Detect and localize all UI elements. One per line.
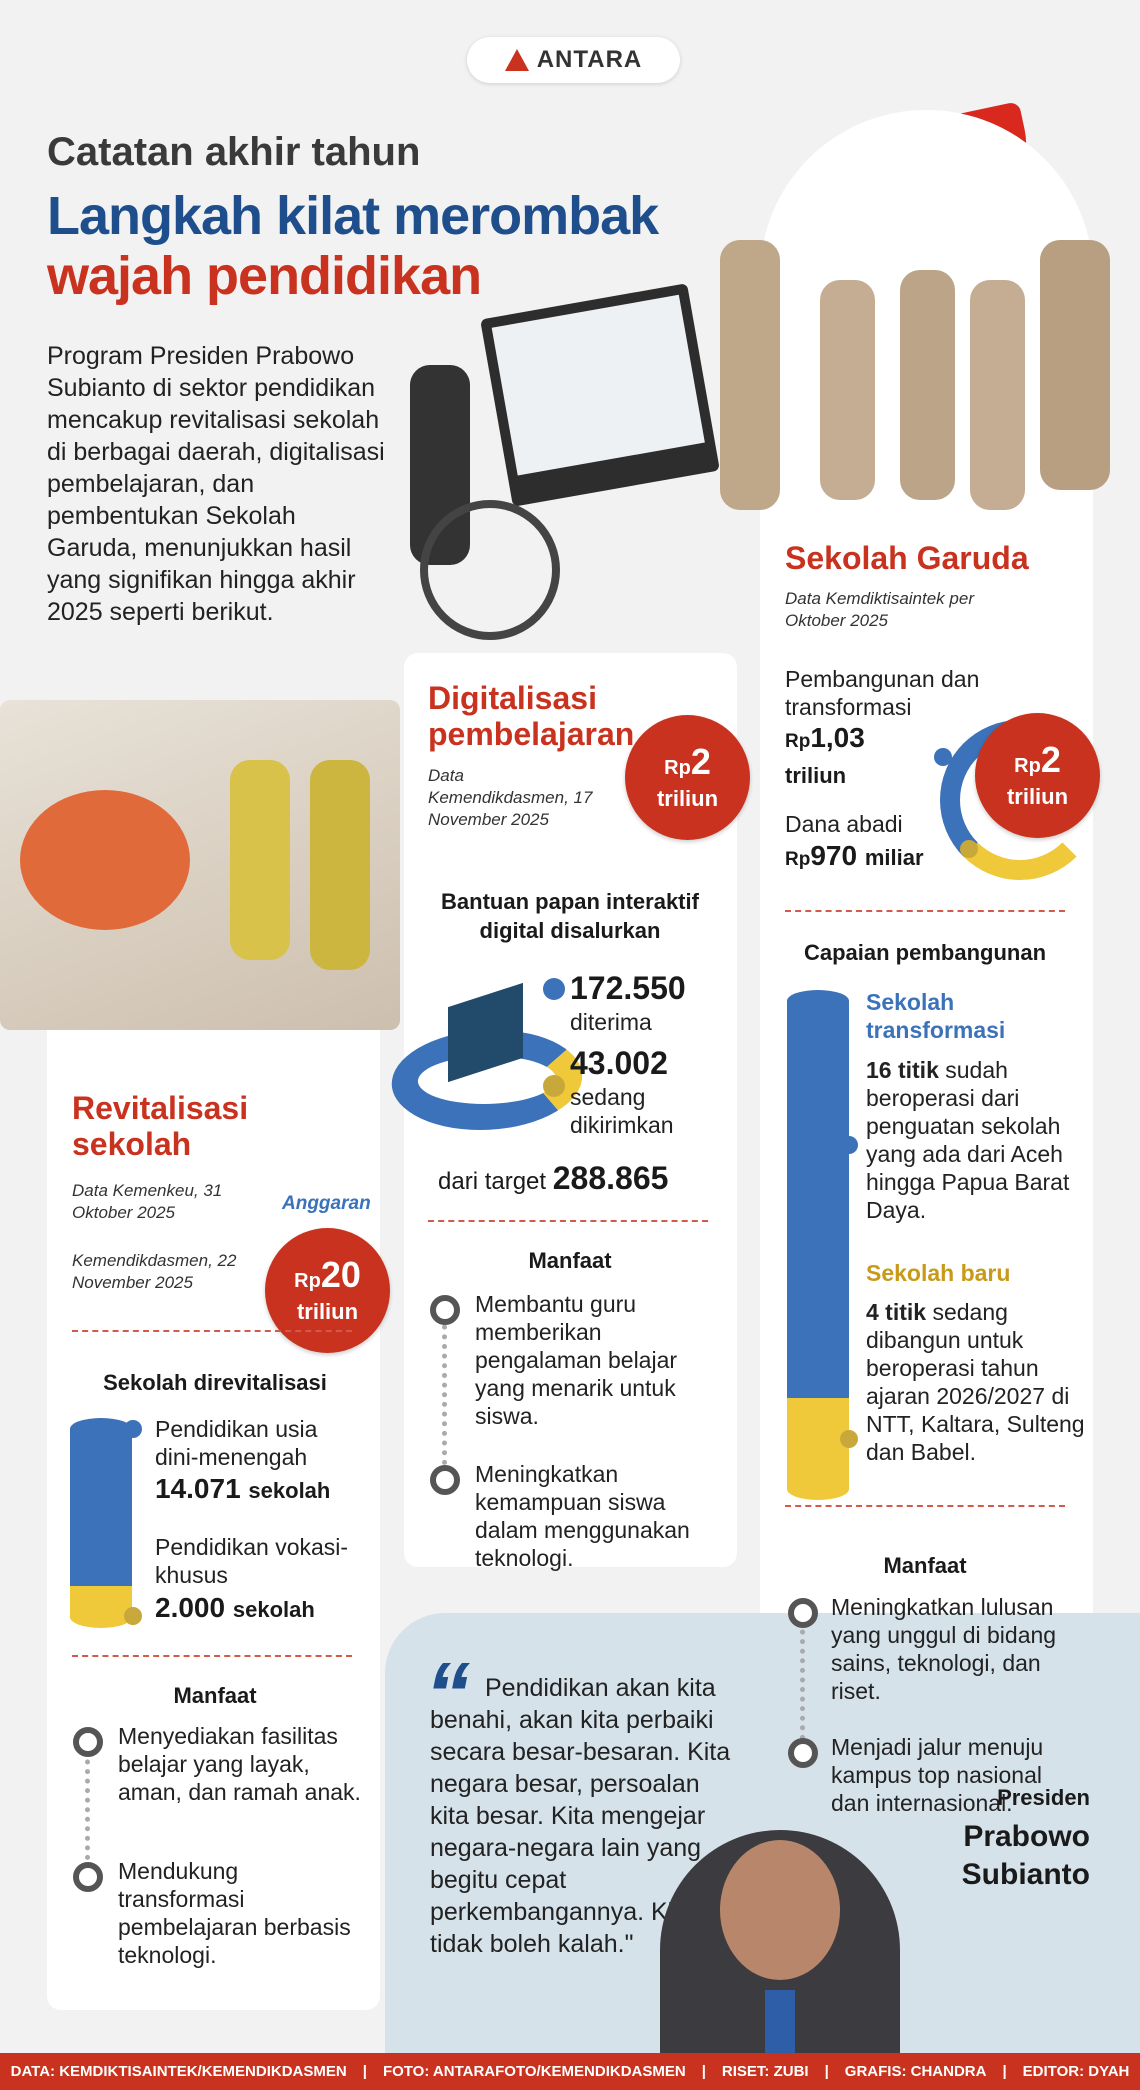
bullet-ring-icon bbox=[788, 1598, 818, 1628]
marker-dot bbox=[840, 1430, 858, 1448]
new-text: 4 titik sedang dibangun untuk beroperasi… bbox=[866, 1299, 1085, 1465]
marker-dot bbox=[124, 1607, 142, 1625]
garuda-benefit-2: Menjadi jalur menuju kampus top nasional… bbox=[831, 1734, 1044, 1816]
cement-mixer-icon bbox=[20, 790, 190, 930]
revitalisasi-budget-badge: Rp20 triliun bbox=[265, 1228, 390, 1353]
antara-logo: ANTARA bbox=[467, 37, 680, 83]
revitalisasi-source-2: Kemendikdasmen, 22 November 2025 bbox=[72, 1251, 237, 1292]
garuda-chart-title: Capaian pembangunan bbox=[803, 940, 1047, 965]
garuda-cylinder-chart bbox=[787, 990, 849, 1500]
revitalisasi-cylinder-chart bbox=[70, 1418, 132, 1628]
bullet-ring-icon bbox=[73, 1862, 103, 1892]
revitalisasi-benefit-title: Manfaat bbox=[173, 1683, 257, 1708]
bullet-ring-icon bbox=[430, 1465, 460, 1495]
fund1-value: Rp1,03 triliun bbox=[785, 722, 865, 788]
fund1-dot bbox=[934, 748, 952, 766]
digitalisasi-budget-badge: Rp2 triliun bbox=[625, 715, 750, 840]
marker-dot bbox=[840, 1136, 858, 1154]
bullet-ring-icon bbox=[73, 1727, 103, 1757]
president-portrait bbox=[660, 1830, 900, 2053]
digitalisasi-benefit-title: Manfaat bbox=[528, 1248, 612, 1273]
digitalisasi-benefit-1: Membantu guru memberikan pengalaman bela… bbox=[475, 1291, 678, 1429]
credits-footer: DATA: KEMDIKTISAINTEK/KEMENDIKDASMEN | FO… bbox=[0, 2053, 1140, 2090]
timeline-line bbox=[442, 1315, 447, 1465]
smartboard-icon bbox=[480, 283, 720, 507]
received-label: diterima bbox=[570, 1009, 652, 1035]
bullet-ring-icon bbox=[788, 1738, 818, 1768]
garuda-benefit-1: Meningkatkan lulusan yang unggul di bida… bbox=[831, 1594, 1057, 1704]
fund2-value: Rp970 miliar bbox=[785, 840, 924, 871]
students-photo bbox=[710, 240, 1140, 530]
smartboard-photo bbox=[410, 270, 720, 650]
revitalisasi-item-2-label: Pendidikan vokasi-khusus bbox=[155, 1534, 349, 1588]
revitalisasi-source-1: Data Kemenkeu, 31 Oktober 2025 bbox=[72, 1181, 223, 1222]
divider bbox=[785, 910, 1065, 912]
shipping-dot bbox=[543, 1075, 565, 1097]
worker-icon bbox=[310, 760, 370, 970]
fund1-label: Pembangunan dan transformasi bbox=[785, 666, 980, 720]
intro-text: Program Presiden Prabowo Subianto di sek… bbox=[47, 342, 385, 626]
quote-text: Pendidikan akan kita benahi, akan kita p… bbox=[430, 1674, 731, 1958]
title-line-2: wajah pendidikan bbox=[47, 246, 482, 306]
construction-photo bbox=[0, 700, 400, 1030]
budget-label: Anggaran bbox=[282, 1193, 371, 1214]
digitalisasi-title: Digitalisasi pembelajaran bbox=[428, 680, 635, 752]
revitalisasi-benefit-1: Menyediakan fasilitas belajar yang layak… bbox=[118, 1723, 361, 1805]
revitalisasi-item-1-value: 14.071 sekolah bbox=[155, 1473, 331, 1504]
antara-logo-icon bbox=[504, 49, 529, 71]
revitalisasi-benefit-2: Mendukung transformasi pembelajaran berb… bbox=[118, 1858, 351, 1968]
timeline-line bbox=[800, 1620, 805, 1740]
quote-mark-icon: “ bbox=[425, 1645, 470, 1745]
divider bbox=[428, 1220, 708, 1222]
revitalisasi-title: Revitalisasi sekolah bbox=[72, 1090, 249, 1162]
revitalisasi-item-1-label: Pendidikan usia dini-menengah bbox=[155, 1416, 318, 1470]
revitalisasi-item-2-value: 2.000 sekolah bbox=[155, 1592, 315, 1623]
shipping-label: sedang dikirimkan bbox=[570, 1084, 674, 1138]
wheelchair-icon bbox=[420, 500, 560, 640]
fund2-label: Dana abadi bbox=[785, 811, 903, 837]
new-title: Sekolah baru bbox=[866, 1260, 1011, 1286]
fund2-dot bbox=[960, 840, 978, 858]
garuda-source: Data Kemdiktisaintek per Oktober 2025 bbox=[785, 589, 974, 630]
divider bbox=[72, 1330, 352, 1332]
timeline-line bbox=[85, 1750, 90, 1860]
speaker-role: Presiden bbox=[997, 1785, 1090, 1810]
marker-dot bbox=[124, 1420, 142, 1438]
divider bbox=[785, 1505, 1065, 1507]
title-line-1: Langkah kilat merombak bbox=[47, 186, 659, 246]
garuda-benefit-title: Manfaat bbox=[883, 1553, 967, 1578]
shipping-value: 43.002 bbox=[570, 1045, 668, 1081]
received-value: 172.550 bbox=[570, 970, 686, 1006]
digitalisasi-source: Data Kemendikdasmen, 17 November 2025 bbox=[428, 766, 593, 829]
target: dari target 288.865 bbox=[438, 1160, 669, 1196]
kicker: Catatan akhir tahun bbox=[47, 130, 421, 174]
received-dot bbox=[543, 978, 565, 1000]
speaker-name: Prabowo Subianto bbox=[961, 1820, 1090, 1891]
digitalisasi-chart-title: Bantuan papan interaktif digital disalur… bbox=[441, 889, 699, 943]
garuda-budget-badge: Rp2 triliun bbox=[975, 713, 1100, 838]
digitalisasi-benefit-2: Meningkatkan kemampuan siswa dalam mengg… bbox=[475, 1461, 690, 1571]
worker-icon bbox=[230, 760, 290, 960]
divider bbox=[72, 1655, 352, 1657]
revitalisasi-chart-title: Sekolah direvitalisasi bbox=[103, 1370, 327, 1395]
transform-text: 16 titik sudah beroperasi dari penguatan… bbox=[866, 1057, 1070, 1223]
garuda-title: Sekolah Garuda bbox=[785, 540, 1029, 576]
transform-title: Sekolah transformasi bbox=[866, 989, 1006, 1043]
bullet-ring-icon bbox=[430, 1295, 460, 1325]
